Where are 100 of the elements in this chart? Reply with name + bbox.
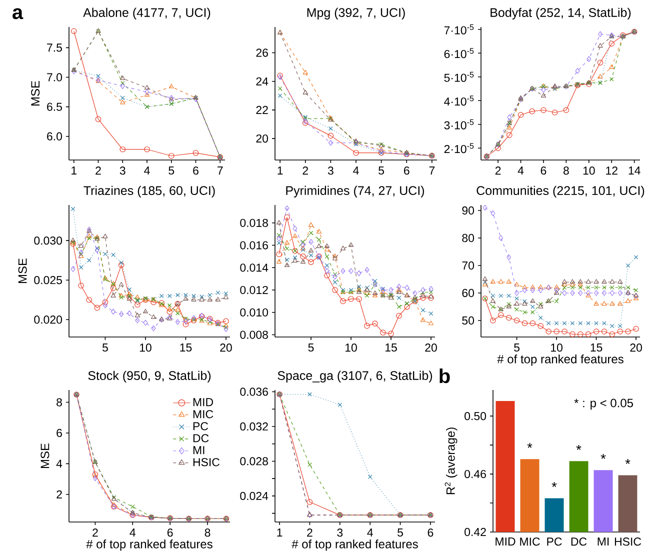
x-tick-label: 10 bbox=[551, 344, 562, 352]
x-tick-label: 5 bbox=[514, 344, 520, 352]
x-tick-label: 3 bbox=[328, 166, 334, 175]
y-tick-label: 8 bbox=[56, 398, 62, 406]
x-axis-title: # of top ranked features bbox=[292, 540, 418, 551]
chart-title: Communities (2215, 101, UCI) bbox=[476, 186, 644, 198]
y-tick-label: 26 bbox=[256, 48, 268, 57]
legend-label: MIC bbox=[193, 410, 214, 418]
y-tick-label: 3·10$^{-5}$ bbox=[444, 119, 474, 130]
x-tick-label: 1 bbox=[278, 166, 283, 174]
x-tick-label: MIC bbox=[520, 538, 540, 546]
y-tick-label: 6 bbox=[56, 428, 62, 438]
y-tick-label: 0.010 bbox=[240, 308, 268, 316]
x-tick-label: 6 bbox=[193, 166, 198, 175]
x-tick-label: 5 bbox=[308, 344, 314, 352]
y-tick-label: 0.032 bbox=[240, 422, 268, 431]
x-tick-label: 4 bbox=[144, 166, 150, 174]
x-tick-label: 10 bbox=[583, 166, 595, 175]
y-tick-label: 0.036 bbox=[240, 388, 268, 396]
y-tick-label: 2 bbox=[56, 490, 62, 498]
y-tick-label: 0.020 bbox=[34, 316, 62, 324]
chart-title: Stock (950, 9, StatLib) bbox=[88, 370, 211, 382]
x-tick-label: 7 bbox=[429, 166, 435, 174]
annotation: * bbox=[600, 454, 606, 459]
annotation: * bbox=[552, 482, 557, 487]
x-tick-label: 2 bbox=[495, 166, 501, 175]
annotation: * bbox=[576, 444, 582, 450]
x-tick-label: 2 bbox=[92, 528, 98, 537]
x-tick-label: 10 bbox=[140, 344, 152, 352]
x-tick-label: 20 bbox=[425, 344, 437, 352]
legend-label: HSIC bbox=[193, 458, 220, 466]
y-tick-label: 5·10$^{-5}$ bbox=[444, 72, 474, 82]
x-tick-label: 6 bbox=[404, 166, 410, 175]
x-tick-label: 4 bbox=[353, 166, 359, 174]
x-tick-label: 5 bbox=[102, 344, 108, 352]
chart-title: Bodyfat (252, 14, StatLib) bbox=[490, 8, 631, 20]
y-tick-label: 0.018 bbox=[240, 218, 268, 227]
y-tick-label: 6.0 bbox=[47, 132, 62, 140]
x-tick-label: 5 bbox=[378, 166, 384, 175]
legend-label: MI bbox=[193, 446, 204, 454]
y-tick-label: 20 bbox=[256, 134, 268, 143]
x-tick-label: 5 bbox=[168, 166, 174, 175]
x-tick-label: 12 bbox=[606, 166, 618, 175]
y-tick-label: 0.028 bbox=[240, 457, 268, 466]
y-tick-label: 7·10$^{-5}$ bbox=[444, 24, 474, 34]
y-axis-title: MSE bbox=[40, 444, 50, 468]
legend-label: PC bbox=[193, 422, 208, 430]
y-tick-label: 60 bbox=[462, 288, 474, 298]
x-tick-label: 4 bbox=[367, 528, 373, 536]
x-tick-label: 2 bbox=[96, 166, 101, 175]
x-tick-label: DC bbox=[571, 538, 587, 546]
x-tick-label: 2 bbox=[307, 528, 312, 537]
x-tick-label: PC bbox=[547, 538, 562, 546]
annotation: * bbox=[527, 442, 532, 448]
y-tick-label: 4 bbox=[56, 460, 62, 468]
y-tick-label: 7.0 bbox=[47, 73, 62, 82]
chart-title: Abalone (4177, 7, UCI) bbox=[83, 8, 210, 20]
x-tick-label: 7 bbox=[218, 166, 223, 174]
chart-title: Pyrimidines (74, 27, UCI) bbox=[286, 186, 424, 198]
chart-title: Space_ga (3107, 6, StatLib) bbox=[278, 370, 432, 382]
x-tick-label: 15 bbox=[385, 344, 397, 352]
text: b bbox=[440, 368, 450, 384]
y-tick-label: 24 bbox=[256, 77, 268, 86]
y-tick-label: 80 bbox=[462, 234, 474, 242]
x-tick-label: 15 bbox=[180, 344, 192, 352]
x-tick-label: 1 bbox=[72, 166, 77, 174]
y-axis-title: R$^{2}$ (average) bbox=[444, 428, 458, 494]
y-tick-label: 6.5 bbox=[47, 102, 62, 111]
x-tick-label: 6 bbox=[540, 166, 546, 175]
legend-label: MID bbox=[193, 398, 214, 406]
y-tick-label: 0.46 bbox=[464, 470, 486, 478]
annotation: * : p < 0.05 bbox=[574, 398, 634, 410]
y-axis-title: MSE bbox=[31, 81, 40, 106]
y-axis-title: MSE bbox=[18, 258, 27, 284]
y-tick-label: 0.016 bbox=[240, 241, 268, 250]
x-tick-label: 3 bbox=[337, 528, 343, 537]
x-tick-label: 10 bbox=[345, 344, 357, 352]
x-tick-label: 14 bbox=[628, 166, 640, 174]
y-tick-label: 0.024 bbox=[240, 492, 268, 500]
y-tick-label: 0.42 bbox=[464, 528, 486, 536]
x-tick-label: 3 bbox=[120, 166, 126, 175]
y-tick-label: 90 bbox=[462, 206, 474, 215]
y-tick-label: 50 bbox=[462, 316, 474, 325]
chart-title: Triazines (185, 60, UCI) bbox=[84, 186, 215, 198]
y-tick-label: 22 bbox=[256, 106, 268, 114]
x-tick-label: 1 bbox=[277, 528, 282, 536]
x-tick-label: 2 bbox=[302, 166, 308, 175]
x-axis-title: # of top ranked features bbox=[497, 354, 624, 366]
x-tick-label: 5 bbox=[398, 528, 403, 537]
x-tick-label: 4 bbox=[518, 166, 524, 174]
y-tick-label: 0.014 bbox=[240, 264, 268, 272]
x-tick-label: MI bbox=[598, 538, 609, 546]
y-tick-label: 4·10$^{-5}$ bbox=[444, 96, 474, 106]
legend-label: DC bbox=[193, 434, 209, 442]
y-tick-label: 0.012 bbox=[240, 286, 268, 294]
x-tick-label: 6 bbox=[428, 528, 434, 537]
text: a bbox=[12, 8, 24, 20]
y-tick-label: 0.50 bbox=[464, 412, 486, 420]
y-tick-label: 0.008 bbox=[240, 330, 268, 339]
y-tick-label: 0.025 bbox=[34, 276, 62, 284]
